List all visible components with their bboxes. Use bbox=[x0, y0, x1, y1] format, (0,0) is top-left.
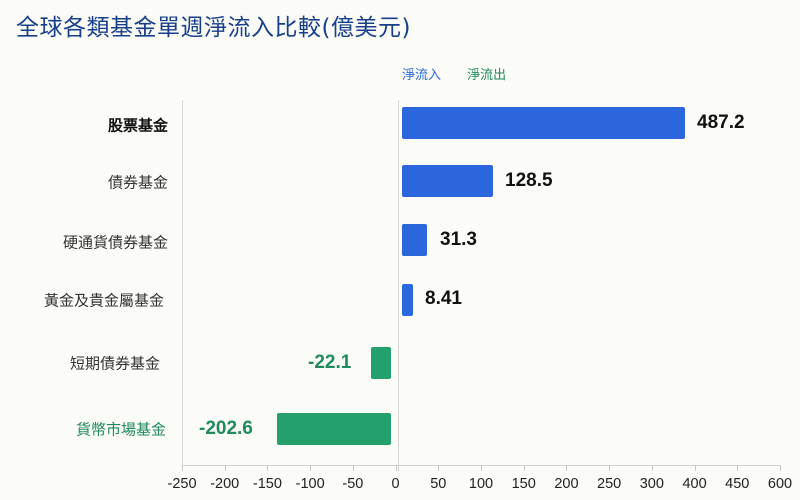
x-tick bbox=[481, 465, 482, 471]
x-tick bbox=[438, 465, 440, 471]
x-tick-label: 50 bbox=[430, 476, 447, 492]
x-tick bbox=[780, 465, 781, 471]
zero-line bbox=[398, 100, 399, 471]
value-label: 31.3 bbox=[440, 229, 477, 250]
x-tick bbox=[395, 465, 397, 471]
x-tick bbox=[182, 465, 183, 471]
x-tick-label: -150 bbox=[252, 476, 282, 492]
x-tick bbox=[737, 465, 739, 471]
x-tick bbox=[566, 465, 568, 471]
x-tick-label: 600 bbox=[767, 476, 793, 492]
bar-bond bbox=[402, 165, 493, 197]
x-tick bbox=[310, 465, 312, 471]
x-tick-label: -50 bbox=[342, 476, 364, 492]
x-tick-label: -200 bbox=[210, 476, 240, 492]
bar-short-term-bond bbox=[371, 347, 391, 379]
legend-inflow: 淨流入 bbox=[402, 68, 442, 83]
x-tick bbox=[694, 465, 696, 471]
bar-precious-metals bbox=[402, 284, 413, 316]
x-tick bbox=[651, 465, 653, 471]
chart-title: 全球各類基金單週淨流入比較(億美元) bbox=[16, 15, 411, 41]
value-label: -202.6 bbox=[199, 418, 253, 439]
x-tick-label: 150 bbox=[511, 476, 536, 492]
category-label: 債券基金 bbox=[107, 173, 168, 192]
x-tick-label: 300 bbox=[639, 476, 664, 492]
category-label: 硬通貨債券基金 bbox=[62, 233, 168, 252]
x-tick-label: -250 bbox=[167, 476, 197, 492]
category-label: 股票基金 bbox=[107, 116, 168, 135]
x-tick-label: 200 bbox=[554, 476, 579, 492]
legend: 淨流入 淨流出 bbox=[402, 64, 528, 83]
x-tick bbox=[352, 465, 354, 471]
x-tick-label: -100 bbox=[295, 476, 325, 492]
x-tick bbox=[523, 465, 525, 471]
value-label: 8.41 bbox=[425, 288, 462, 309]
value-label: 487.2 bbox=[697, 112, 745, 133]
left-axis-line bbox=[182, 100, 183, 465]
x-tick-label: 400 bbox=[682, 476, 707, 492]
x-tick bbox=[267, 465, 269, 471]
category-label: 短期債券基金 bbox=[69, 354, 160, 373]
x-tick bbox=[224, 465, 226, 471]
bar-hard-currency-bond bbox=[402, 224, 427, 256]
category-label: 貨幣市場基金 bbox=[75, 420, 166, 439]
legend-outflow: 淨流出 bbox=[467, 68, 507, 83]
bar-equity bbox=[402, 107, 685, 139]
category-label: 黃金及貴金屬基金 bbox=[43, 291, 164, 310]
x-tick-label: 450 bbox=[725, 476, 750, 492]
bar-money-market bbox=[277, 413, 391, 445]
x-tick-label: 0 bbox=[391, 476, 400, 492]
value-label: -22.1 bbox=[308, 352, 352, 373]
x-tick-label: 100 bbox=[468, 476, 494, 492]
x-tick bbox=[609, 465, 611, 471]
value-label: 128.5 bbox=[505, 170, 553, 191]
x-tick-label: 250 bbox=[597, 476, 622, 492]
